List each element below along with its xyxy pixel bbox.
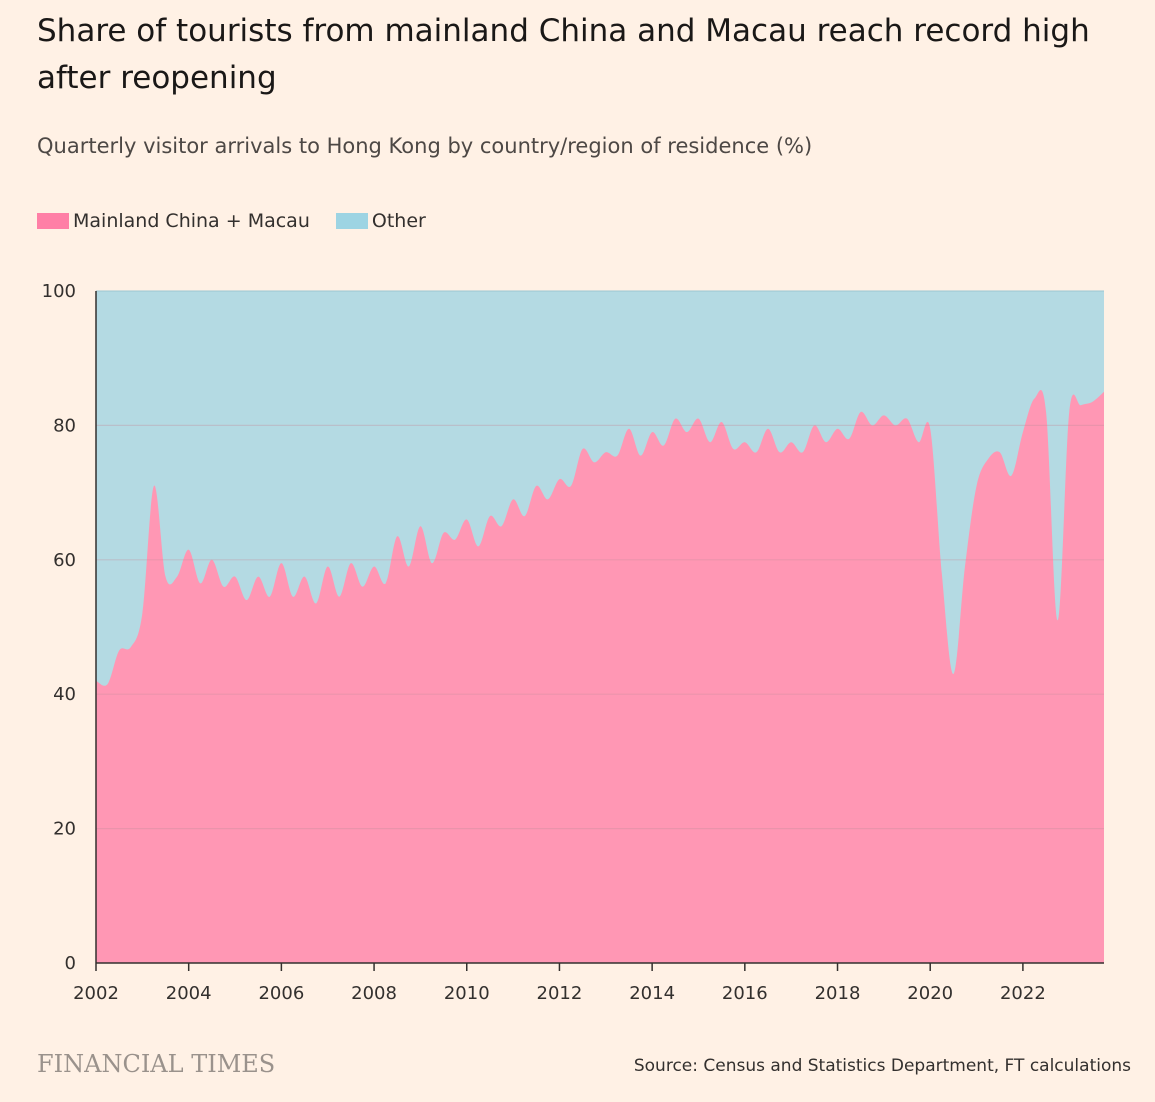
x-tick-label-2004: 2004 bbox=[166, 983, 212, 1004]
y-tick-label-0: 0 bbox=[65, 953, 76, 974]
ft-logo: FINANCIAL TIMES bbox=[37, 1050, 276, 1078]
x-tick-label-2018: 2018 bbox=[815, 983, 861, 1004]
legend-swatch-mainland bbox=[37, 213, 69, 229]
x-tick-label-2020: 2020 bbox=[907, 983, 953, 1004]
x-tick-label-2002: 2002 bbox=[73, 983, 119, 1004]
legend-label-mainland: Mainland China + Macau bbox=[73, 210, 310, 232]
y-tick-label-20: 20 bbox=[53, 819, 76, 840]
y-tick-label-60: 60 bbox=[53, 550, 76, 571]
legend-swatch-other bbox=[335, 213, 368, 229]
legend-item-other: Other bbox=[335, 210, 426, 232]
area-mainland-china-macau bbox=[96, 390, 1104, 964]
x-tick-label-2022: 2022 bbox=[1000, 983, 1046, 1004]
y-tick-label-80: 80 bbox=[53, 415, 76, 436]
chart-subtitle: Quarterly visitor arrivals to Hong Kong … bbox=[37, 134, 813, 158]
legend-label-other: Other bbox=[371, 210, 426, 232]
source-note: Source: Census and Statistics Department… bbox=[633, 1056, 1131, 1076]
x-tick-label-2012: 2012 bbox=[537, 983, 583, 1004]
legend: Mainland China + Macau Other bbox=[37, 210, 452, 232]
x-tick-label-2008: 2008 bbox=[351, 983, 397, 1004]
y-tick-label-100: 100 bbox=[42, 281, 76, 302]
x-tick-label-2006: 2006 bbox=[258, 983, 304, 1004]
x-tick-label-2014: 2014 bbox=[629, 983, 675, 1004]
y-tick-label-40: 40 bbox=[53, 684, 76, 705]
x-tick-label-2010: 2010 bbox=[444, 983, 490, 1004]
chart-title: Share of tourists from mainland China an… bbox=[37, 13, 1090, 96]
legend-item-mainland: Mainland China + Macau bbox=[37, 210, 310, 232]
x-tick-label-2016: 2016 bbox=[722, 983, 768, 1004]
